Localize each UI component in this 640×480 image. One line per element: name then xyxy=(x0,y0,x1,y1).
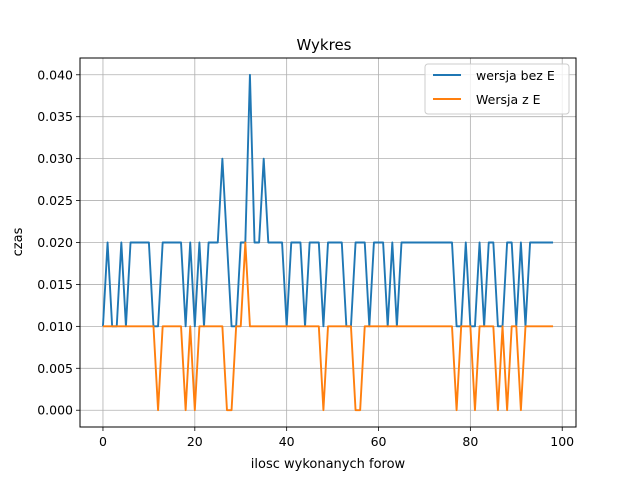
x-tick-label: 40 xyxy=(279,434,295,449)
x-tick-label: 20 xyxy=(187,434,203,449)
series-line-wersja-z-e xyxy=(102,241,554,412)
series-line-wersja-bez-e xyxy=(102,73,554,328)
legend-label-wersja-z-e: Wersja z E xyxy=(476,92,541,107)
x-tick-label: 60 xyxy=(371,434,387,449)
series-layer xyxy=(102,73,554,412)
y-tick-label: 0.030 xyxy=(37,151,73,166)
x-tick-label: 80 xyxy=(462,434,478,449)
y-tick-label: 0.025 xyxy=(37,193,73,208)
y-tick-label: 0.035 xyxy=(37,109,73,124)
legend-label-wersja-bez-e: wersja bez E xyxy=(476,68,555,83)
y-tick-label: 0.005 xyxy=(37,361,73,376)
y-tick-label: 0.015 xyxy=(37,277,73,292)
y-tick-label: 0.010 xyxy=(37,319,73,334)
y-tick-label: 0.000 xyxy=(37,403,73,418)
x-axis-label: ilosc wykonanych forow xyxy=(251,457,406,472)
tick-layer: 0 20 40 60 80 100 0.000 0.005 0.010 0.015 0.020 0.0… xyxy=(37,67,574,449)
chart-title: Wykres xyxy=(296,36,351,54)
x-tick-label: 0 xyxy=(99,434,107,449)
y-tick-label: 0.020 xyxy=(37,235,73,250)
legend: wersja bez E Wersja z E xyxy=(424,63,570,115)
x-tick-label: 100 xyxy=(550,434,574,449)
y-tick-label: 0.040 xyxy=(37,67,73,82)
y-axis-label: czas xyxy=(11,227,26,256)
legend-box xyxy=(424,63,570,115)
